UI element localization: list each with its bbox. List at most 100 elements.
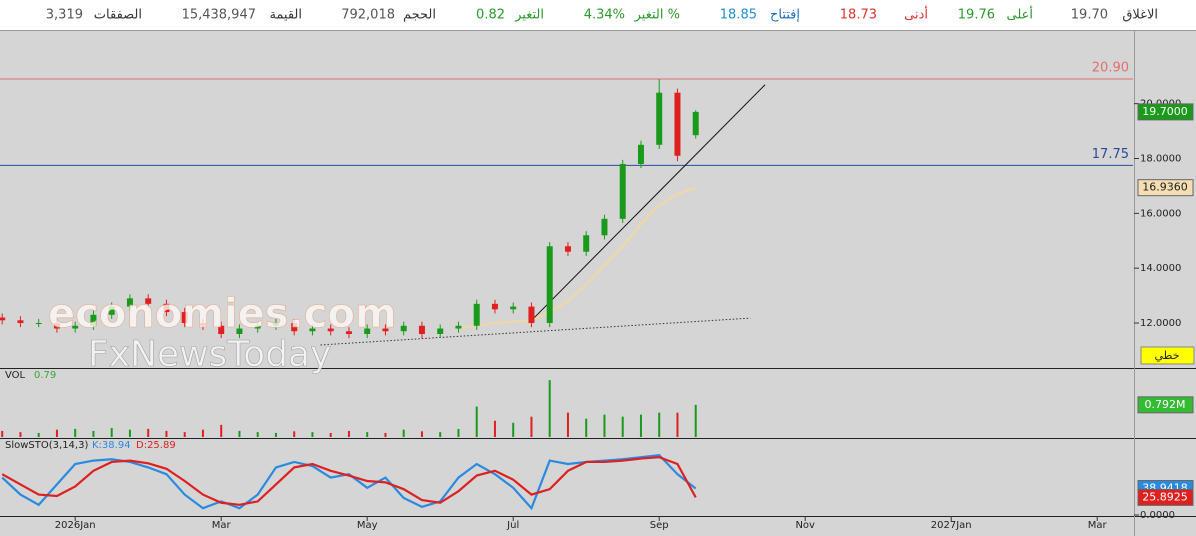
volume-bar <box>439 432 442 437</box>
price-tag <box>1137 396 1194 414</box>
volume-bar <box>55 429 58 437</box>
x-tick-label: 2027Jan <box>931 520 972 531</box>
stat-label: الاغلاق <box>1122 8 1158 23</box>
volume-bar <box>603 414 606 437</box>
volume-bar <box>566 412 569 437</box>
candle-body <box>455 325 462 329</box>
stat-label: أعلى <box>1006 6 1033 23</box>
price-tag-label: 16.9360 <box>1142 181 1188 194</box>
panel-title: VOL <box>5 370 26 381</box>
volume-bar <box>384 432 387 437</box>
volume-bar <box>128 429 131 437</box>
candle-body <box>656 92 663 145</box>
candle-body <box>437 328 444 334</box>
y-tick-label: 16.0000 <box>1140 208 1181 219</box>
candle-body <box>382 328 389 332</box>
volume-bar <box>512 422 515 437</box>
stat-label: إفتتاح <box>770 8 800 23</box>
volume-bar <box>621 416 624 437</box>
volume-bar <box>493 420 496 437</box>
x-tick-label: Mar <box>212 520 232 531</box>
candle-body <box>218 325 225 334</box>
stoch-line <box>1 456 697 506</box>
stat-value: 792,018 <box>341 8 395 23</box>
x-tick-label: Jul <box>506 520 519 531</box>
volume-bar <box>19 432 22 437</box>
y-tick-label: 14.0000 <box>1140 263 1181 274</box>
stat-value: 0.82 <box>476 8 505 23</box>
candle-body <box>72 325 79 329</box>
stat-value: 4.34% <box>584 8 625 23</box>
volume-bar <box>274 432 277 437</box>
volume-bar <box>74 428 77 437</box>
x-tick-label: Mar <box>1088 520 1108 531</box>
price-tag-label: 0.792M <box>1145 398 1186 411</box>
chart-type-button[interactable] <box>1140 346 1195 365</box>
stat-label: الصفقات <box>94 8 142 23</box>
volume-bar <box>420 431 423 437</box>
panel-title: SlowSTO(3,14,3) <box>5 440 88 451</box>
candle-body <box>17 320 24 324</box>
candle-body <box>491 303 498 310</box>
volume-bar <box>110 428 113 437</box>
candle-body <box>53 323 60 329</box>
chart-background <box>0 30 1196 536</box>
candle-body <box>163 303 170 313</box>
candle-body <box>583 235 590 252</box>
stat-label: التغير <box>514 8 544 23</box>
volume-bar <box>311 432 314 437</box>
candle-body <box>692 111 699 136</box>
volume-bar <box>475 406 478 437</box>
volume-bar <box>1 430 4 437</box>
price-tag <box>1137 103 1194 121</box>
candle-body <box>564 246 571 252</box>
candle-body <box>674 92 681 156</box>
level-label: 17.75 <box>1092 147 1129 162</box>
moving-average <box>458 186 697 330</box>
candle-body <box>108 306 115 315</box>
candle-body <box>364 328 371 334</box>
volume-bar <box>201 429 204 437</box>
price-tag-label: 19.7000 <box>1142 105 1188 118</box>
volume-bar <box>548 380 551 437</box>
watermark-text: FxNewsToday <box>88 334 331 375</box>
volume-bar <box>457 428 460 437</box>
chart-type-label[interactable]: خطي <box>1155 349 1180 362</box>
y-tick-label: 12.0000 <box>1140 318 1181 329</box>
candle-body <box>619 163 626 219</box>
price-tag <box>1137 179 1194 197</box>
stat-label: أدنى <box>904 6 928 23</box>
volume-bar <box>293 431 296 437</box>
stat-label: الحجم <box>403 8 436 23</box>
y-tick-label: 0.0000 <box>1140 510 1175 521</box>
trend-line <box>529 84 766 323</box>
candle-body <box>0 317 6 321</box>
volume-bar <box>676 412 679 437</box>
legend-entry: D:25.89 <box>136 440 176 451</box>
candle-body <box>181 312 188 324</box>
level-label: 20.90 <box>1092 60 1129 75</box>
x-tick-label: 2026Jan <box>55 520 96 531</box>
panel-readout: 0.79 <box>34 370 56 381</box>
x-tick-label: Sep <box>650 520 669 531</box>
candle-body <box>291 323 298 332</box>
candle-body <box>637 144 644 164</box>
candle-body <box>601 218 608 236</box>
volume-bar <box>530 416 533 437</box>
candle-body <box>35 323 42 325</box>
x-tick-label: Nov <box>795 520 815 531</box>
stat-value: 18.85 <box>720 8 757 23</box>
volume-bar <box>183 432 186 437</box>
y-tick-label: 18.0000 <box>1140 154 1181 165</box>
x-tick-label: May <box>357 520 378 531</box>
volume-bar <box>147 428 150 437</box>
volume-bar <box>220 424 223 437</box>
price-tag-label: 25.8925 <box>1142 490 1188 503</box>
candle-body <box>145 298 152 304</box>
candle-body <box>510 306 517 310</box>
watermark-text: economies.com <box>48 291 397 337</box>
stat-value: 18.73 <box>840 8 877 23</box>
volume-bar <box>658 412 661 437</box>
candle-body <box>400 325 407 332</box>
